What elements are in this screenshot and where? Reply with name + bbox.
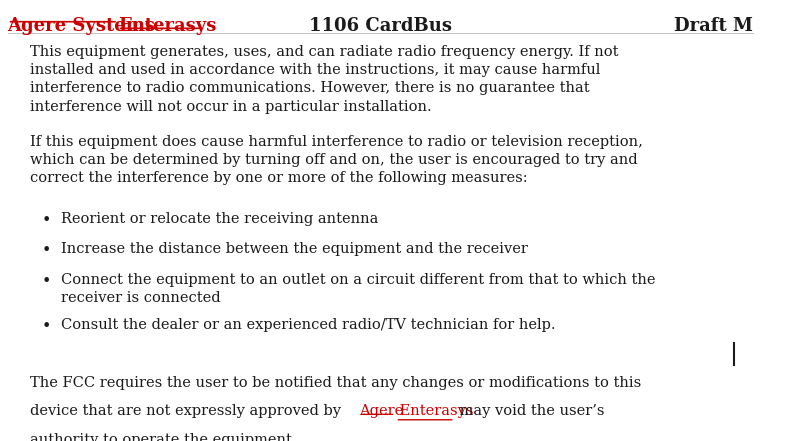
- Text: Enterasys: Enterasys: [396, 404, 474, 418]
- Text: •: •: [42, 212, 51, 229]
- Text: The FCC requires the user to be notified that any changes or modifications to th: The FCC requires the user to be notified…: [30, 376, 642, 390]
- Text: •: •: [42, 318, 51, 335]
- Text: Agere: Agere: [359, 404, 403, 418]
- Text: Increase the distance between the equipment and the receiver: Increase the distance between the equipm…: [61, 243, 528, 257]
- Text: •: •: [42, 243, 51, 259]
- Text: device that are not expressly approved by: device that are not expressly approved b…: [30, 404, 346, 418]
- Text: Agere Systems: Agere Systems: [8, 18, 156, 35]
- Text: •: •: [42, 273, 51, 290]
- Text: may void the user’s: may void the user’s: [455, 404, 604, 418]
- Text: Connect the equipment to an outlet on a circuit different from that to which the: Connect the equipment to an outlet on a …: [61, 273, 655, 305]
- Text: authority to operate the equipment.: authority to operate the equipment.: [30, 433, 297, 441]
- Text: 1106 CardBus: 1106 CardBus: [308, 18, 452, 35]
- Text: This equipment generates, uses, and can radiate radio frequency energy. If not
i: This equipment generates, uses, and can …: [30, 45, 619, 114]
- Text: If this equipment does cause harmful interference to radio or television recepti: If this equipment does cause harmful int…: [30, 135, 643, 185]
- Text: Draft M: Draft M: [674, 18, 753, 35]
- Text: Reorient or relocate the receiving antenna: Reorient or relocate the receiving anten…: [61, 212, 378, 226]
- Text: Consult the dealer or an experienced radio/TV technician for help.: Consult the dealer or an experienced rad…: [61, 318, 555, 332]
- Text: Enterasys: Enterasys: [118, 18, 216, 35]
